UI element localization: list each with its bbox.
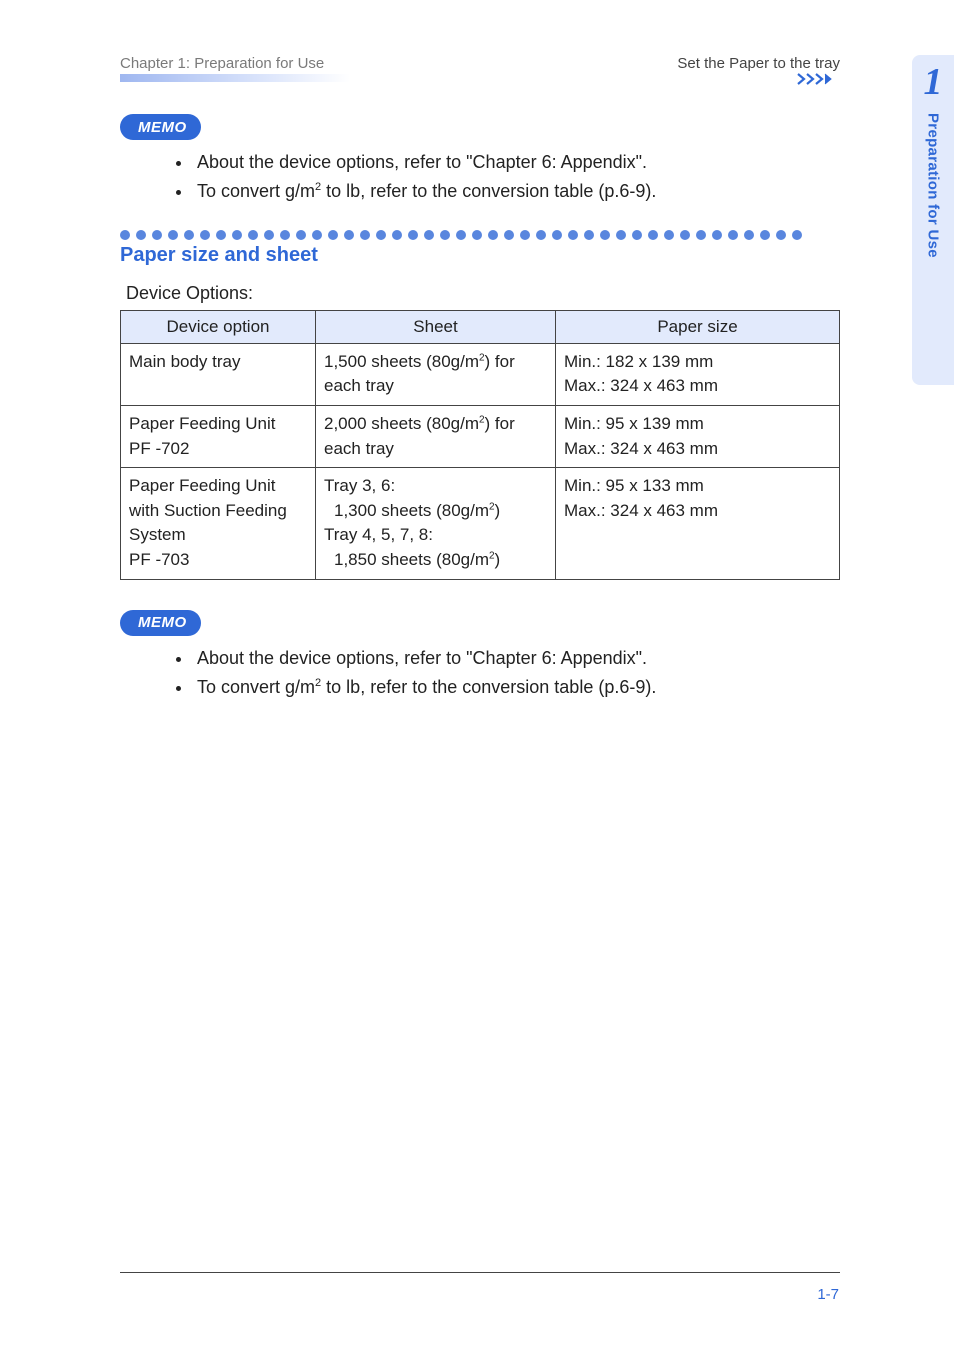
table-row: Main body tray1,500 sheets (80g/m2) for …	[121, 343, 840, 405]
dot-icon	[744, 230, 754, 240]
dot-icon	[248, 230, 258, 240]
header-left: Chapter 1: Preparation for Use	[120, 55, 324, 72]
dot-icon	[712, 230, 722, 240]
page-content: Chapter 1: Preparation for Use Set the P…	[120, 55, 840, 719]
dot-icon	[296, 230, 306, 240]
dot-icon	[760, 230, 770, 240]
dot-icon	[408, 230, 418, 240]
cell-device-option: Paper Feeding UnitPF -702	[121, 405, 316, 467]
chapter-number: 1	[912, 63, 954, 101]
memo-badge: MEMO	[120, 114, 201, 140]
dot-icon	[264, 230, 274, 240]
dot-icon	[472, 230, 482, 240]
dot-icon	[232, 230, 242, 240]
cell-device-option: Paper Feeding Unit with Suction Feeding …	[121, 468, 316, 580]
section-sub-label: Device Options:	[126, 283, 840, 304]
cell-paper-size: Min.: 95 x 133 mmMax.: 324 x 463 mm	[556, 468, 840, 580]
dot-icon	[216, 230, 226, 240]
dot-icon	[424, 230, 434, 240]
dot-icon	[664, 230, 674, 240]
dotted-rule	[120, 224, 840, 242]
table-row: Paper Feeding Unit with Suction Feeding …	[121, 468, 840, 580]
memo-badge-label: MEMO	[138, 614, 187, 631]
dot-icon	[696, 230, 706, 240]
dot-icon	[728, 230, 738, 240]
dot-icon	[184, 230, 194, 240]
dot-icon	[536, 230, 546, 240]
memo-item: About the device options, refer to "Chap…	[193, 148, 840, 177]
page-number: 1-7	[817, 1286, 839, 1303]
dot-icon	[344, 230, 354, 240]
memo-list-top: About the device options, refer to "Chap…	[175, 148, 840, 206]
dot-icon	[376, 230, 386, 240]
dot-icon	[152, 230, 162, 240]
dot-icon	[680, 230, 690, 240]
dot-icon	[616, 230, 626, 240]
dot-icon	[168, 230, 178, 240]
cell-sheet: Tray 3, 6:1,300 sheets (80g/m2)Tray 4, 5…	[316, 468, 556, 580]
dot-icon	[504, 230, 514, 240]
cell-sheet: 1,500 sheets (80g/m2) for each tray	[316, 343, 556, 405]
memo-item: To convert g/m2 to lb, refer to the conv…	[193, 673, 840, 702]
cell-device-option: Main body tray	[121, 343, 316, 405]
dot-icon	[312, 230, 322, 240]
dot-icon	[120, 230, 130, 240]
dot-icon	[600, 230, 610, 240]
header-fade-bar	[120, 74, 350, 82]
table-header-row: Device option Sheet Paper size	[121, 310, 840, 343]
side-tab: 1 Preparation for Use	[912, 55, 954, 385]
dot-icon	[360, 230, 370, 240]
dot-icon	[568, 230, 578, 240]
table-row: Paper Feeding UnitPF -7022,000 sheets (8…	[121, 405, 840, 467]
cell-sheet: 2,000 sheets (80g/m2) for each tray	[316, 405, 556, 467]
chevrons-icon	[796, 72, 840, 86]
th-device-option: Device option	[121, 310, 316, 343]
dot-icon	[776, 230, 786, 240]
cell-paper-size: Min.: 95 x 139 mmMax.: 324 x 463 mm	[556, 405, 840, 467]
dot-icon	[200, 230, 210, 240]
dot-icon	[792, 230, 802, 240]
memo-badge: MEMO	[120, 610, 201, 636]
memo-list-bottom: About the device options, refer to "Chap…	[175, 644, 840, 702]
header-underline	[120, 74, 840, 84]
memo-item: To convert g/m2 to lb, refer to the conv…	[193, 177, 840, 206]
dot-icon	[456, 230, 466, 240]
device-options-table: Device option Sheet Paper size Main body…	[120, 310, 840, 580]
running-header: Chapter 1: Preparation for Use Set the P…	[120, 55, 840, 74]
dot-icon	[136, 230, 146, 240]
dot-icon	[488, 230, 498, 240]
dot-icon	[280, 230, 290, 240]
dot-icon	[392, 230, 402, 240]
dot-icon	[648, 230, 658, 240]
dot-icon	[552, 230, 562, 240]
dot-icon	[584, 230, 594, 240]
cell-paper-size: Min.: 182 x 139 mmMax.: 324 x 463 mm	[556, 343, 840, 405]
header-right: Set the Paper to the tray	[677, 55, 840, 72]
dot-icon	[632, 230, 642, 240]
footer-rule	[120, 1272, 840, 1273]
memo-item: About the device options, refer to "Chap…	[193, 644, 840, 673]
th-paper-size: Paper size	[556, 310, 840, 343]
section-title: Paper size and sheet	[120, 244, 840, 267]
dot-icon	[328, 230, 338, 240]
th-sheet: Sheet	[316, 310, 556, 343]
chapter-title-vertical: Preparation for Use	[925, 113, 942, 258]
dot-icon	[520, 230, 530, 240]
memo-badge-label: MEMO	[138, 119, 187, 136]
dot-icon	[440, 230, 450, 240]
